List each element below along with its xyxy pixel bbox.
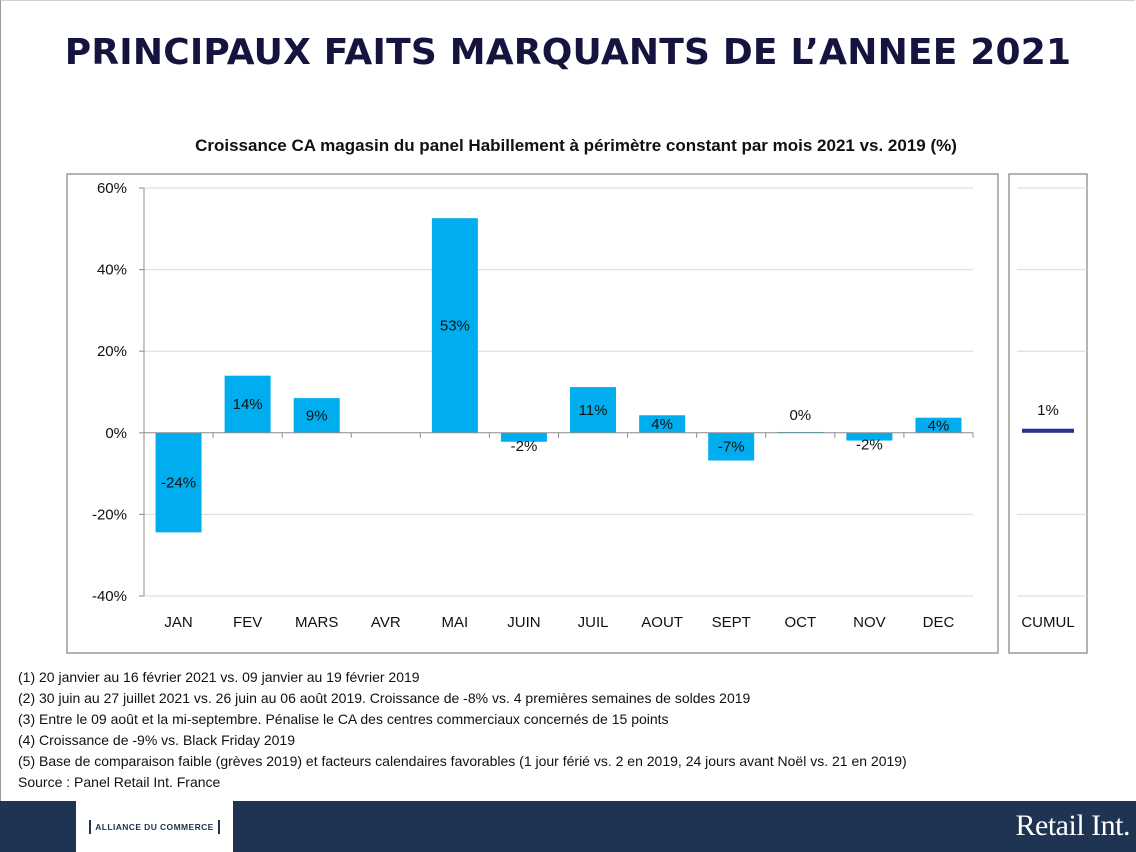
x-tick-label: JAN <box>164 614 192 631</box>
x-tick-label: NOV <box>853 614 886 631</box>
data-label-cumul: 1% <box>1037 402 1059 419</box>
x-tick-label: OCT <box>784 614 816 631</box>
bar-mars <box>293 398 340 433</box>
chart: -40% -20% 0% 20% 40% 60% JAN FEV MARS AVR MAI JUIN J… <box>66 173 1088 654</box>
bar-aout <box>639 415 686 433</box>
retail-int-logo: Retail Int. <box>1015 809 1131 842</box>
x-tick-label: MAI <box>442 614 469 631</box>
data-label-mars: 9% <box>306 407 328 424</box>
bar-dec <box>915 417 962 433</box>
y-tick-label: -20% <box>92 506 127 523</box>
x-tick-label: JUIL <box>578 614 609 631</box>
bar-jan <box>155 432 202 533</box>
y-tick-label: 0% <box>105 425 127 442</box>
data-label-oct: 0% <box>789 407 811 424</box>
x-tick-label: FEV <box>233 614 262 631</box>
bar-mai <box>431 218 478 433</box>
bar-fev <box>224 375 271 433</box>
source-note: Source : Panel Retail Int. France <box>18 774 221 790</box>
data-label-sept: -7% <box>718 439 745 456</box>
chart-frame <box>66 173 999 654</box>
cumul-frame <box>1008 173 1088 654</box>
x-tick-label: JUIN <box>507 614 540 631</box>
data-label-fev: 14% <box>233 396 263 413</box>
x-tick-label-cumul: CUMUL <box>1021 614 1074 631</box>
bar-sept <box>708 432 755 461</box>
x-tick-label: DEC <box>923 614 955 631</box>
data-label-juil: 11% <box>579 402 608 419</box>
data-label-jan: -24% <box>161 475 196 492</box>
x-tick-label: SEPT <box>712 614 751 631</box>
y-tick-label: 40% <box>97 262 127 279</box>
footnote-4: (4) Croissance de -9% vs. Black Friday 2… <box>18 732 295 748</box>
bar-nov <box>846 432 893 441</box>
x-tick-label: MARS <box>295 614 338 631</box>
footnotes: (1) 20 janvier au 16 février 2021 vs. 09… <box>18 667 1118 793</box>
data-label-mai: 53% <box>440 317 470 334</box>
bar-juin <box>500 432 547 442</box>
bar-juil <box>570 387 617 433</box>
y-tick-label: 20% <box>97 343 127 360</box>
footnote-3: (3) Entre le 09 août et la mi-septembre.… <box>18 711 669 727</box>
footer-bar: ALLIANCE DU COMMERCE Retail Int. <box>0 801 1136 852</box>
data-label-juin: -2% <box>511 438 538 455</box>
x-tick-label: AVR <box>371 614 401 631</box>
y-tick-label: -40% <box>92 588 127 605</box>
data-label-dec: 4% <box>928 417 950 434</box>
footnote-2: (2) 30 juin au 27 juillet 2021 vs. 26 ju… <box>18 690 751 706</box>
footnote-1: (1) 20 janvier au 16 février 2021 vs. 09… <box>18 669 420 685</box>
alliance-du-commerce-logo: ALLIANCE DU COMMERCE <box>76 801 233 852</box>
bar-cumul <box>1022 428 1074 433</box>
x-tick-label: AOUT <box>641 614 683 631</box>
y-tick-label: 60% <box>97 180 127 197</box>
data-label-aout: 4% <box>651 416 673 433</box>
chart-title: Croissance CA magasin du panel Habilleme… <box>195 136 957 155</box>
footnote-5: (5) Base de comparaison faible (grèves 2… <box>18 753 907 769</box>
page-title: PRINCIPAUX FAITS MARQUANTS DE L’ANNEE 20… <box>64 32 1072 73</box>
data-label-nov: -2% <box>856 437 883 454</box>
